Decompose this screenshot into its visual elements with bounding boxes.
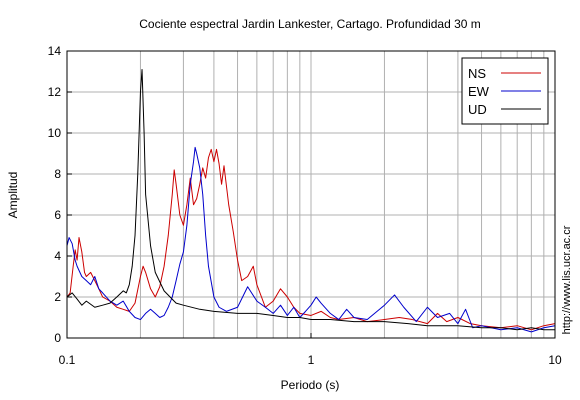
- legend: NS EW UD: [461, 57, 549, 125]
- legend-label-ew: EW: [468, 84, 490, 99]
- y-axis-label: Amplitud: [6, 172, 20, 219]
- source-url-label: http://www.lis.ucr.ac.cr: [561, 225, 573, 334]
- grid-lines: [67, 51, 555, 338]
- y-tick-label: 2: [54, 290, 61, 304]
- y-tick-label: 8: [54, 167, 61, 181]
- y-tick-label: 6: [54, 208, 61, 222]
- x-tick-label: 0.1: [59, 353, 76, 367]
- legend-label-ns: NS: [468, 66, 486, 81]
- y-tick-label: 14: [48, 44, 62, 58]
- series-line-ew: [66, 146, 556, 333]
- legend-label-ud: UD: [468, 102, 487, 117]
- y-tick-label: 0: [54, 331, 61, 345]
- axis-ticks: 0 2 4 6 8 10 12 14 0.1 1 10: [48, 44, 562, 367]
- y-tick-label: 4: [54, 249, 61, 263]
- series-lines: [66, 68, 556, 333]
- x-tick-label: 1: [308, 353, 315, 367]
- y-tick-label: 10: [48, 126, 62, 140]
- chart-title: Cociente espectral Jardin Lankester, Car…: [139, 17, 481, 31]
- series-line-ud: [66, 68, 555, 331]
- x-tick-label: 10: [548, 353, 562, 367]
- y-tick-label: 12: [48, 85, 62, 99]
- x-axis-label: Periodo (s): [281, 378, 340, 392]
